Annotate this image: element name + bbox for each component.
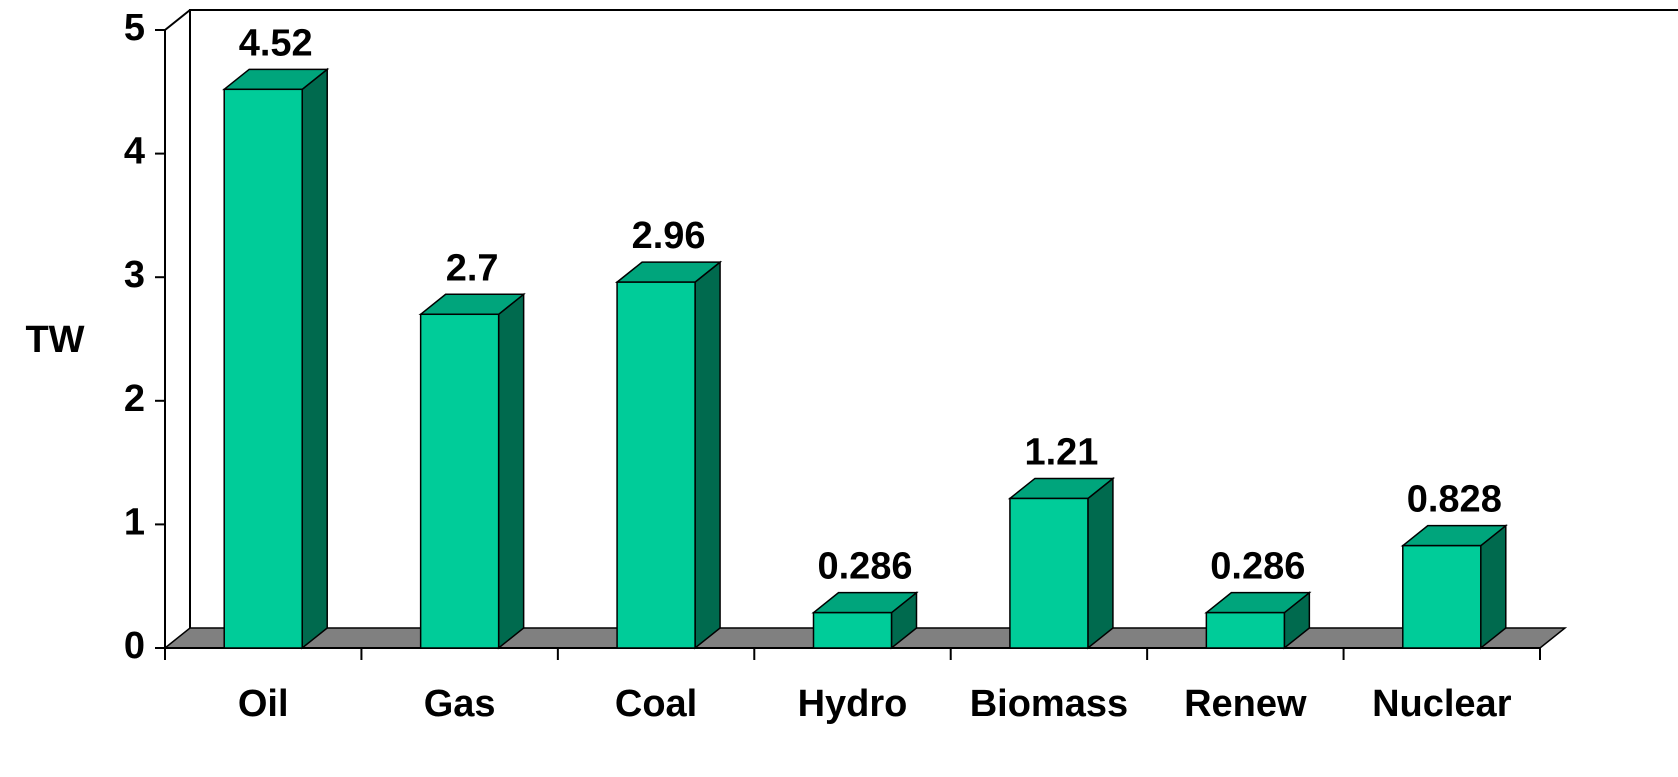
x-tick-label: Oil — [238, 683, 289, 725]
value-label: 2.7 — [446, 247, 499, 289]
bar-front — [1205, 611, 1286, 649]
bar-front — [419, 313, 500, 649]
value-label: 0.286 — [1210, 546, 1305, 588]
y-tick-label: 0 — [124, 625, 145, 667]
bar-side — [301, 67, 328, 650]
value-label: 4.52 — [239, 22, 313, 64]
y-tick-label: 3 — [124, 254, 145, 296]
y-tick-label: 1 — [124, 501, 145, 543]
bar — [222, 67, 330, 650]
y-tick-label: 5 — [124, 7, 145, 49]
bar — [418, 292, 526, 650]
value-label: 0.828 — [1407, 479, 1502, 521]
y-tick-label: 2 — [124, 378, 145, 420]
bar — [811, 591, 919, 650]
bar — [1204, 591, 1312, 650]
bar-front — [1402, 544, 1482, 649]
x-tick-label: Hydro — [798, 683, 908, 725]
bar — [614, 260, 723, 650]
x-tick-label: Nuclear — [1372, 683, 1512, 725]
bar-front — [616, 281, 696, 649]
bar-side — [694, 260, 721, 650]
bar-side — [1087, 476, 1114, 650]
bar-front — [1009, 497, 1089, 649]
y-axis-top — [164, 9, 191, 31]
x-tick-label: Biomass — [970, 683, 1128, 725]
bar — [1400, 524, 1508, 650]
value-label: 1.21 — [1024, 431, 1098, 473]
value-label: 2.96 — [632, 215, 706, 257]
x-tick-label: Gas — [424, 683, 496, 725]
bar-side — [1480, 524, 1507, 650]
bar-front — [812, 611, 893, 649]
y-axis-label: TW — [25, 319, 84, 361]
x-tick-label: Renew — [1184, 683, 1307, 725]
bar-front — [223, 88, 303, 649]
x-tick-label: Coal — [615, 683, 697, 725]
value-label: 0.286 — [817, 546, 912, 588]
bar-side — [497, 292, 525, 650]
y-tick-label: 4 — [124, 131, 145, 173]
bar — [1007, 476, 1116, 650]
